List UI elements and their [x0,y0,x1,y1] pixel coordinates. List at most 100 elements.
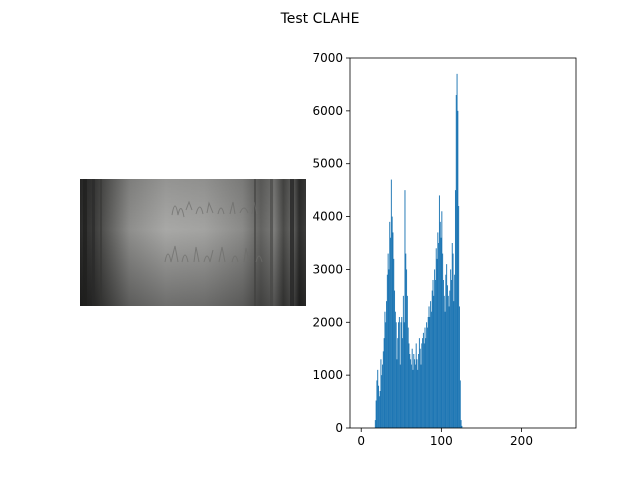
histogram-bar [381,375,383,428]
histogram-bar [428,306,430,428]
histogram-bar [391,216,393,428]
histogram-bar [434,269,436,428]
histogram-bar [384,311,386,428]
histogram-bar [443,295,445,428]
histogram-bar [374,420,376,428]
histogram-bar [430,311,432,428]
histogram-bar [377,369,379,428]
histogram-bar [388,269,390,428]
y-axis: 0 1000 2000 3000 4000 5000 6000 7000 [312,51,350,435]
histogram-bar [408,343,410,428]
histogram-bar [414,359,416,428]
histogram-bar [411,348,413,428]
histogram-bar [375,400,377,428]
histogram-bar [406,269,408,428]
histogram-bar [386,301,388,428]
histogram-bar [413,354,415,428]
histogram-bar [449,290,451,428]
histogram-bar [432,280,434,428]
histogram-bar [401,317,403,428]
histogram-bar [453,301,455,428]
y-tick-label: 1000 [312,368,343,382]
histogram-bar [455,95,457,428]
histogram-bar [435,248,437,428]
histogram-bar [417,369,419,428]
histogram-bar [378,385,380,428]
histogram-bar [458,306,460,428]
axes-frame [349,57,577,429]
histogram-bar [457,110,459,428]
histogram-bar [396,359,398,428]
histogram-bars [374,73,463,428]
histogram-bar [399,364,401,428]
histogram-bar [402,295,404,428]
histogram-bar [458,206,460,428]
x-axis: 0 100 200 [357,428,533,448]
histogram-bar [445,274,447,428]
histogram-bar [436,258,438,428]
histogram-bar [425,338,427,428]
histogram-bar [393,258,395,428]
histogram-bar [400,322,402,428]
histogram-bar [454,190,456,428]
histogram-bar [405,253,407,428]
histogram-bar [415,343,417,428]
histogram-bar [389,221,391,428]
histogram-bar [422,338,424,428]
histogram-bar [459,380,461,428]
histogram-bar [376,380,378,428]
histogram-bar [441,211,443,428]
y-tick-label: 2000 [312,315,343,329]
histogram-bar [403,322,405,428]
histogram-bar [407,327,409,428]
histogram-bar [397,338,399,428]
histogram-bar [438,195,440,428]
histogram-bar [390,237,392,428]
histogram-bar [398,322,400,428]
figure-title: Test CLAHE [280,11,360,27]
histogram-bar [402,338,404,428]
histogram-bar [383,338,385,428]
histogram-bar [434,280,436,428]
histogram-bar [423,343,425,428]
histogram-bar [421,343,423,428]
y-tick-label: 6000 [312,104,343,118]
histogram-bar [410,364,412,428]
histogram-bar [418,338,420,428]
histogram-bar [382,364,384,428]
y-tick-label: 0 [335,421,343,435]
histogram-bar [418,354,420,428]
histogram-bar [450,269,452,428]
histogram-bar [420,364,422,428]
histogram-bar [437,232,439,428]
histogram-bar [392,232,394,428]
histogram-bar [379,391,381,428]
histogram-bar [387,253,389,428]
histogram-bar [394,290,396,428]
histogram-bar [450,280,452,428]
histogram-bar [406,295,408,428]
histogram-bar [439,221,441,428]
histogram-bar [446,285,448,428]
histogram-bar [440,237,442,428]
histogram-bar [380,359,382,428]
y-tick-label: 4000 [312,210,343,224]
histogram-bar [422,332,424,428]
histogram-bar [424,327,426,428]
histogram-bar [385,322,387,428]
histogram-bar [452,253,454,428]
histogram-bar [447,295,449,428]
histogram-bar [456,73,458,428]
histogram-bar [430,301,432,428]
histogram-bar [438,243,440,428]
clahe-image [80,179,306,306]
histogram-bar [395,322,397,428]
histogram-bar [409,354,411,428]
y-tick-label: 5000 [312,157,343,171]
histogram-bar [451,243,453,428]
histogram-bar [448,306,450,428]
histogram-bar [461,425,463,428]
histogram-bar [382,351,384,428]
histogram-bar [442,280,444,428]
